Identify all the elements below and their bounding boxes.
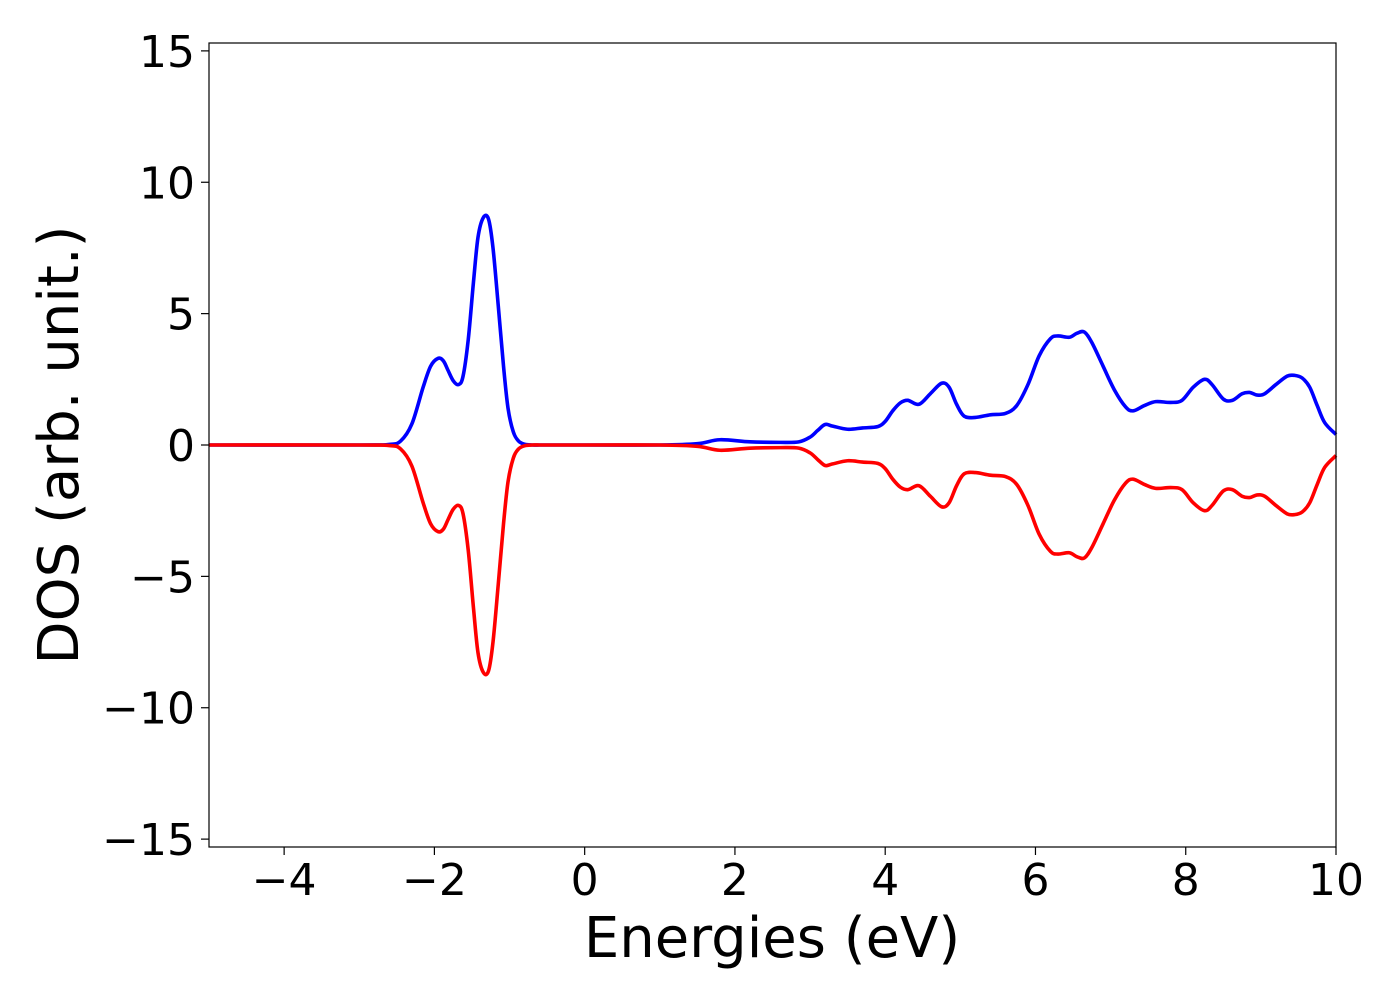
x-tick-label: 2: [721, 855, 749, 906]
y-tick-label: −5: [130, 552, 195, 603]
x-tick-label: 8: [1172, 855, 1200, 906]
x-tick-label: 0: [571, 855, 599, 906]
y-tick-label: −10: [102, 684, 195, 735]
series-layer: [208, 213, 1338, 677]
y-axis: −15 −10 −5 0 5 10 15: [102, 27, 209, 866]
y-tick-label: −15: [102, 815, 195, 866]
x-tick-label: 10: [1308, 855, 1364, 906]
x-axis-title: Energies (eV): [584, 906, 960, 971]
y-tick-label: 0: [167, 421, 195, 472]
x-tick-label: 6: [1021, 855, 1049, 906]
y-tick-label: 10: [139, 158, 195, 209]
x-axis: −4 −2 0 2 4 6 8 10: [252, 847, 1364, 906]
series-line-2: [208, 443, 1338, 677]
y-tick-label: 15: [139, 27, 195, 78]
series-line-1: [208, 213, 1338, 447]
x-tick-label: −4: [252, 855, 317, 906]
y-tick-label: 5: [167, 290, 195, 341]
x-tick-label: 4: [871, 855, 899, 906]
y-axis-title: DOS (arb. unit.): [27, 225, 92, 664]
x-tick-label: −2: [402, 855, 467, 906]
